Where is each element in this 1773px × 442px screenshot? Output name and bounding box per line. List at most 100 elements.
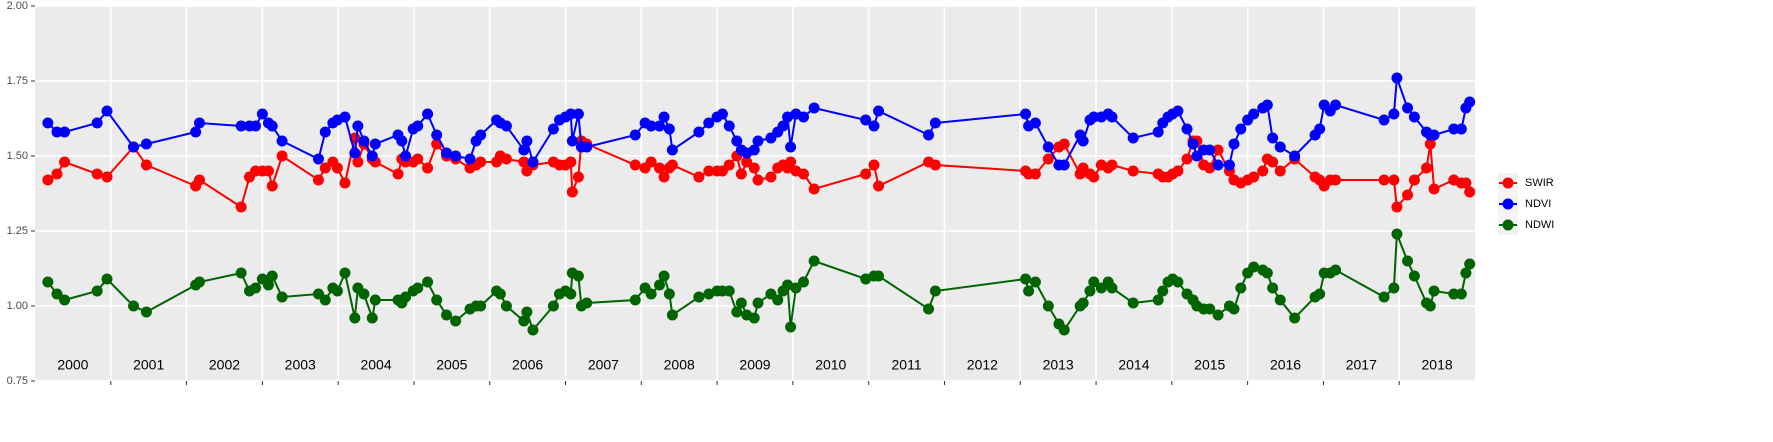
data-point [735, 297, 747, 309]
data-point [923, 303, 935, 315]
data-point [500, 153, 512, 165]
data-point [1261, 99, 1273, 111]
data-point [566, 135, 578, 147]
data-point [1248, 108, 1260, 120]
data-point [256, 108, 268, 120]
data-point [723, 285, 735, 297]
legend-label: SWIR [1525, 177, 1554, 189]
data-point [1428, 129, 1440, 141]
year-label: 2012 [967, 357, 998, 373]
data-point [798, 276, 810, 288]
data-point [101, 273, 113, 285]
data-point [422, 162, 434, 174]
data-point [1261, 267, 1273, 279]
data-point [500, 300, 512, 312]
year-label: 2005 [436, 357, 467, 373]
data-point [358, 135, 370, 147]
data-point [1235, 282, 1247, 294]
year-label: 2017 [1346, 357, 1377, 373]
data-point [450, 315, 462, 327]
data-point [1020, 108, 1032, 120]
data-point [1212, 159, 1224, 171]
data-point [1088, 276, 1100, 288]
data-point [798, 168, 810, 180]
data-point [1058, 159, 1070, 171]
data-point [663, 123, 675, 135]
data-point [723, 120, 735, 132]
data-point [1248, 171, 1260, 183]
data-point [339, 177, 351, 189]
data-point [319, 126, 331, 138]
data-point [735, 168, 747, 180]
data-point [1212, 309, 1224, 321]
data-point [400, 150, 412, 162]
data-point [42, 276, 54, 288]
data-point [312, 174, 324, 186]
data-point [1274, 165, 1286, 177]
data-point [645, 120, 657, 132]
data-point [1187, 138, 1199, 150]
panel-background [35, 6, 1475, 381]
data-point [1042, 153, 1054, 165]
data-point [59, 294, 71, 306]
y-tick-label: 1.75 [7, 75, 28, 87]
data-point [1172, 105, 1184, 117]
data-point [1464, 186, 1476, 198]
data-point [51, 168, 63, 180]
data-point [782, 279, 794, 291]
data-point [1088, 111, 1100, 123]
data-point [658, 171, 670, 183]
data-point [1042, 141, 1054, 153]
data-point [91, 285, 103, 297]
data-point [475, 156, 487, 168]
data-point [1029, 117, 1041, 129]
data-point [349, 312, 361, 324]
data-point [1330, 99, 1342, 111]
data-point [441, 309, 453, 321]
data-point [51, 126, 63, 138]
data-point [527, 324, 539, 336]
data-point [1088, 171, 1100, 183]
data-point [666, 309, 678, 321]
data-point [703, 165, 715, 177]
data-point [873, 180, 885, 192]
data-point [790, 282, 802, 294]
data-point [1127, 297, 1139, 309]
data-point [1029, 168, 1041, 180]
data-point [1223, 159, 1235, 171]
data-point [1152, 294, 1164, 306]
data-point [1228, 138, 1240, 150]
data-point [723, 159, 735, 171]
data-point [654, 120, 666, 132]
data-point [1428, 183, 1440, 195]
data-point [1235, 123, 1247, 135]
data-point [860, 273, 872, 285]
year-label: 2011 [892, 357, 922, 373]
data-point [752, 297, 764, 309]
data-point [1378, 174, 1390, 186]
data-point [262, 165, 274, 177]
data-point [128, 141, 140, 153]
data-point [276, 150, 288, 162]
data-point [1448, 288, 1460, 300]
data-point [1042, 300, 1054, 312]
data-point [785, 321, 797, 333]
data-point [1464, 96, 1476, 108]
data-point [1378, 291, 1390, 303]
data-point [923, 129, 935, 141]
data-point [1058, 324, 1070, 336]
data-point [658, 270, 670, 282]
data-point [1455, 123, 1467, 135]
data-point [1408, 174, 1420, 186]
y-tick-label: 2.00 [7, 0, 28, 12]
year-label: 2006 [512, 357, 543, 373]
data-point [1455, 288, 1467, 300]
data-point [782, 111, 794, 123]
data-point [666, 144, 678, 156]
year-label: 2008 [664, 357, 695, 373]
data-point [860, 114, 872, 126]
data-point [1408, 111, 1420, 123]
data-point [772, 294, 784, 306]
data-point [1289, 312, 1301, 324]
data-point [392, 168, 404, 180]
